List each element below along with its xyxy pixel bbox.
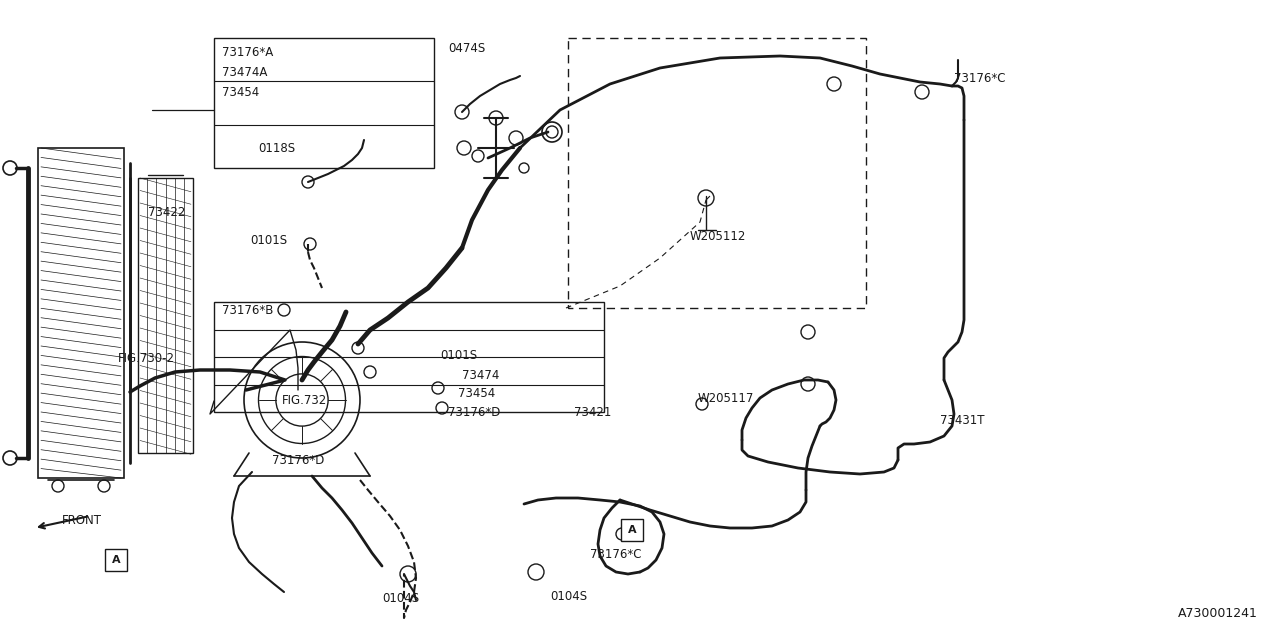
Text: 73176*C: 73176*C bbox=[590, 547, 641, 561]
Text: 0474S: 0474S bbox=[448, 42, 485, 54]
Text: 73474: 73474 bbox=[462, 369, 499, 381]
Bar bbox=[38, 148, 124, 478]
Text: 73176*B: 73176*B bbox=[221, 303, 274, 317]
Bar bbox=[214, 38, 434, 168]
Text: 0104S: 0104S bbox=[550, 589, 588, 602]
Text: 73474A: 73474A bbox=[221, 65, 268, 79]
Text: A730001241: A730001241 bbox=[1178, 607, 1258, 620]
Text: 73176*C: 73176*C bbox=[954, 72, 1006, 84]
Text: 73454: 73454 bbox=[221, 86, 260, 99]
Text: 0104S: 0104S bbox=[381, 591, 419, 605]
Text: 73454: 73454 bbox=[458, 387, 495, 399]
Text: 73176*D: 73176*D bbox=[273, 454, 324, 467]
Text: FRONT: FRONT bbox=[61, 513, 102, 527]
Text: 0118S: 0118S bbox=[259, 141, 296, 154]
Bar bbox=[214, 302, 604, 412]
Text: A: A bbox=[627, 525, 636, 535]
Bar bbox=[621, 519, 643, 541]
Text: FIG.732: FIG.732 bbox=[282, 394, 328, 406]
Text: 0101S: 0101S bbox=[250, 234, 287, 246]
Text: 73422: 73422 bbox=[148, 205, 186, 218]
Text: 73431T: 73431T bbox=[940, 413, 984, 426]
Text: 0101S: 0101S bbox=[440, 349, 477, 362]
Text: 73176*A: 73176*A bbox=[221, 45, 273, 58]
Text: FIG.730-2: FIG.730-2 bbox=[118, 351, 175, 365]
Bar bbox=[138, 178, 193, 453]
Text: 73176*D: 73176*D bbox=[448, 406, 500, 419]
Bar bbox=[568, 38, 867, 308]
Text: 73421: 73421 bbox=[573, 406, 612, 419]
Text: W205117: W205117 bbox=[698, 392, 754, 404]
Text: A: A bbox=[111, 555, 120, 565]
Bar bbox=[105, 549, 127, 571]
Text: W205112: W205112 bbox=[690, 230, 746, 243]
